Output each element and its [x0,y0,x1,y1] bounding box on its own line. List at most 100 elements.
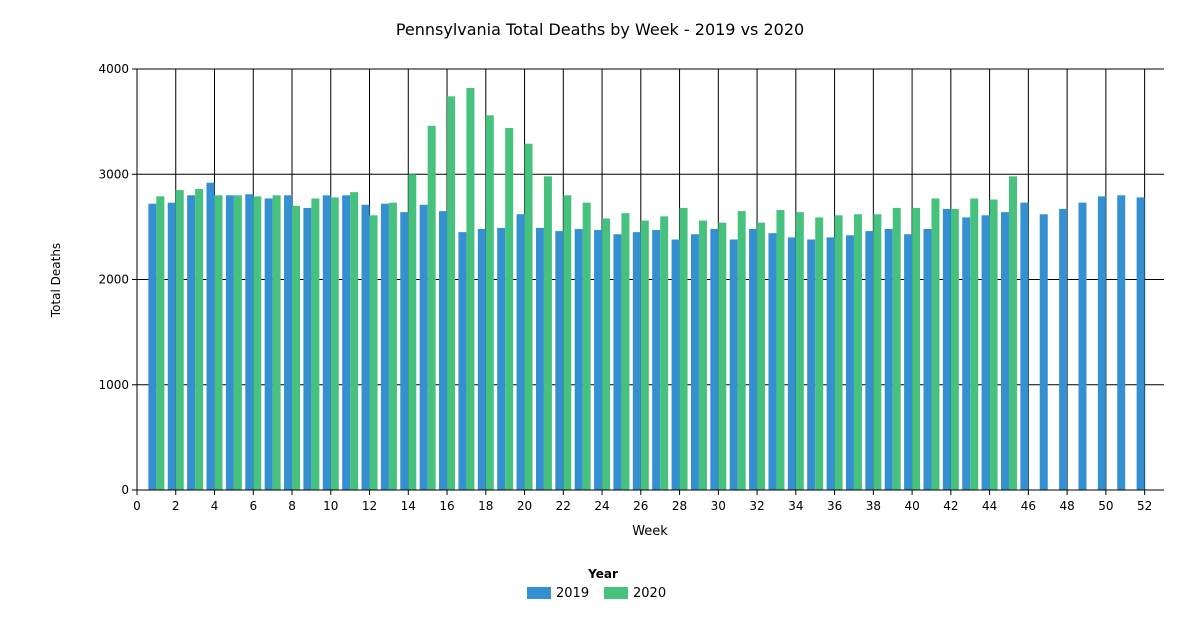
y-tick-label: 0 [121,483,129,497]
bar-2020-week-35 [815,217,824,490]
legend-label-2020: 2020 [633,586,666,601]
bar-2020-week-32 [757,222,766,491]
bar-2019-week-24 [594,230,603,490]
x-tick-label: 10 [323,499,338,513]
bar-2019-week-29 [690,234,699,490]
bar-2019-week-52 [1136,197,1145,490]
y-axis-label: Total Deaths [49,243,63,318]
chart-title: Pennsylvania Total Deaths by Week - 2019… [396,20,804,39]
bar-2020-week-45 [1008,176,1017,491]
x-tick-label: 40 [904,499,919,513]
bar-2020-week-29 [698,220,707,490]
bar-2019-week-20 [516,214,525,490]
bar-2020-week-44 [989,199,998,490]
bar-2019-week-7 [264,198,273,490]
x-tick-label: 22 [556,499,571,513]
bar-2020-week-31 [737,211,746,490]
x-tick-label: 30 [711,499,726,513]
bar-2019-week-22 [555,231,564,490]
x-tick-label: 24 [594,499,609,513]
bar-2019-week-13 [380,203,389,490]
bar-2020-week-17 [466,87,475,490]
bar-2020-week-21 [543,176,552,491]
bar-2019-week-38 [865,231,874,490]
x-tick-label: 16 [439,499,454,513]
bar-2020-week-24 [602,218,611,490]
x-tick-label: 42 [943,499,958,513]
bar-2019-week-8 [284,195,293,491]
bar-2020-week-39 [892,207,901,490]
x-tick-label: 48 [1059,499,1074,513]
bar-2019-week-6 [245,194,254,490]
bar-2020-week-34 [795,212,804,490]
bar-2020-week-5 [233,195,242,491]
bar-2020-week-19 [505,127,514,490]
bar-2019-week-46 [1020,202,1029,491]
bar-2019-week-10 [322,195,331,491]
bar-2020-week-2 [175,190,184,490]
x-tick-label: 4 [211,499,219,513]
bar-2020-week-13 [388,202,397,491]
bar-2019-week-30 [710,228,719,491]
bar-2019-week-14 [400,212,409,490]
y-tick-label: 1000 [98,378,129,392]
bar-2020-week-38 [873,214,882,490]
bar-2019-week-42 [942,208,951,491]
bar-2020-week-28 [679,207,688,490]
bar-2020-week-16 [447,96,456,491]
bar-2020-week-40 [912,207,921,490]
bar-2019-week-3 [187,195,196,491]
bar-2020-week-10 [330,197,339,490]
x-tick-label: 26 [633,499,648,513]
bar-2020-week-42 [950,208,959,491]
x-tick-label: 6 [249,499,257,513]
bar-2020-week-7 [272,195,281,491]
x-tick-label: 38 [866,499,881,513]
bar-2020-week-20 [524,143,533,491]
x-tick-label: 2 [172,499,180,513]
x-tick-label: 52 [1137,499,1152,513]
bar-2019-week-11 [342,195,351,491]
bar-2019-week-39 [884,228,893,491]
legend-swatch-2019 [527,587,551,599]
y-tick-label: 4000 [98,62,129,76]
bar-2020-week-6 [253,196,262,491]
bar-2019-week-31 [729,239,738,490]
bar-2019-week-41 [923,228,932,491]
legend-label-2019: 2019 [556,586,589,601]
y-tick-label: 2000 [98,273,129,287]
x-tick-label: 50 [1098,499,1113,513]
bar-2019-week-45 [1000,212,1009,490]
bar-2020-week-9 [311,198,320,490]
bar-2020-week-43 [970,198,979,490]
bar-2020-week-4 [214,195,223,491]
bar-2019-week-49 [1078,202,1087,491]
legend: Year 2019 2020 [527,567,666,601]
bar-2019-week-25 [613,234,622,490]
bar-2020-week-30 [718,222,727,491]
legend-swatch-2020 [604,587,628,599]
bar-2020-week-15 [427,125,436,491]
bar-2020-week-12 [369,215,378,491]
bar-2019-week-5 [225,195,234,491]
bar-2019-week-12 [361,204,370,490]
bar-2019-week-17 [458,232,467,490]
x-tick-label: 0 [133,499,141,513]
bar-2020-week-3 [195,188,204,491]
bar-2019-week-36 [826,237,835,490]
bar-2019-week-35 [807,239,816,490]
bar-2020-week-18 [485,115,494,490]
bar-2019-week-26 [632,232,641,490]
bar-2019-week-1 [148,203,157,490]
bar-2019-week-23 [574,228,583,491]
bar-2020-week-11 [350,192,359,490]
bar-2020-week-41 [931,198,940,490]
x-tick-label: 44 [982,499,997,513]
bar-2019-week-51 [1117,195,1126,491]
legend-title: Year [587,567,618,581]
bar-2019-week-27 [652,230,661,490]
bar-2019-week-40 [904,234,913,490]
bar-2019-week-2 [167,202,176,491]
